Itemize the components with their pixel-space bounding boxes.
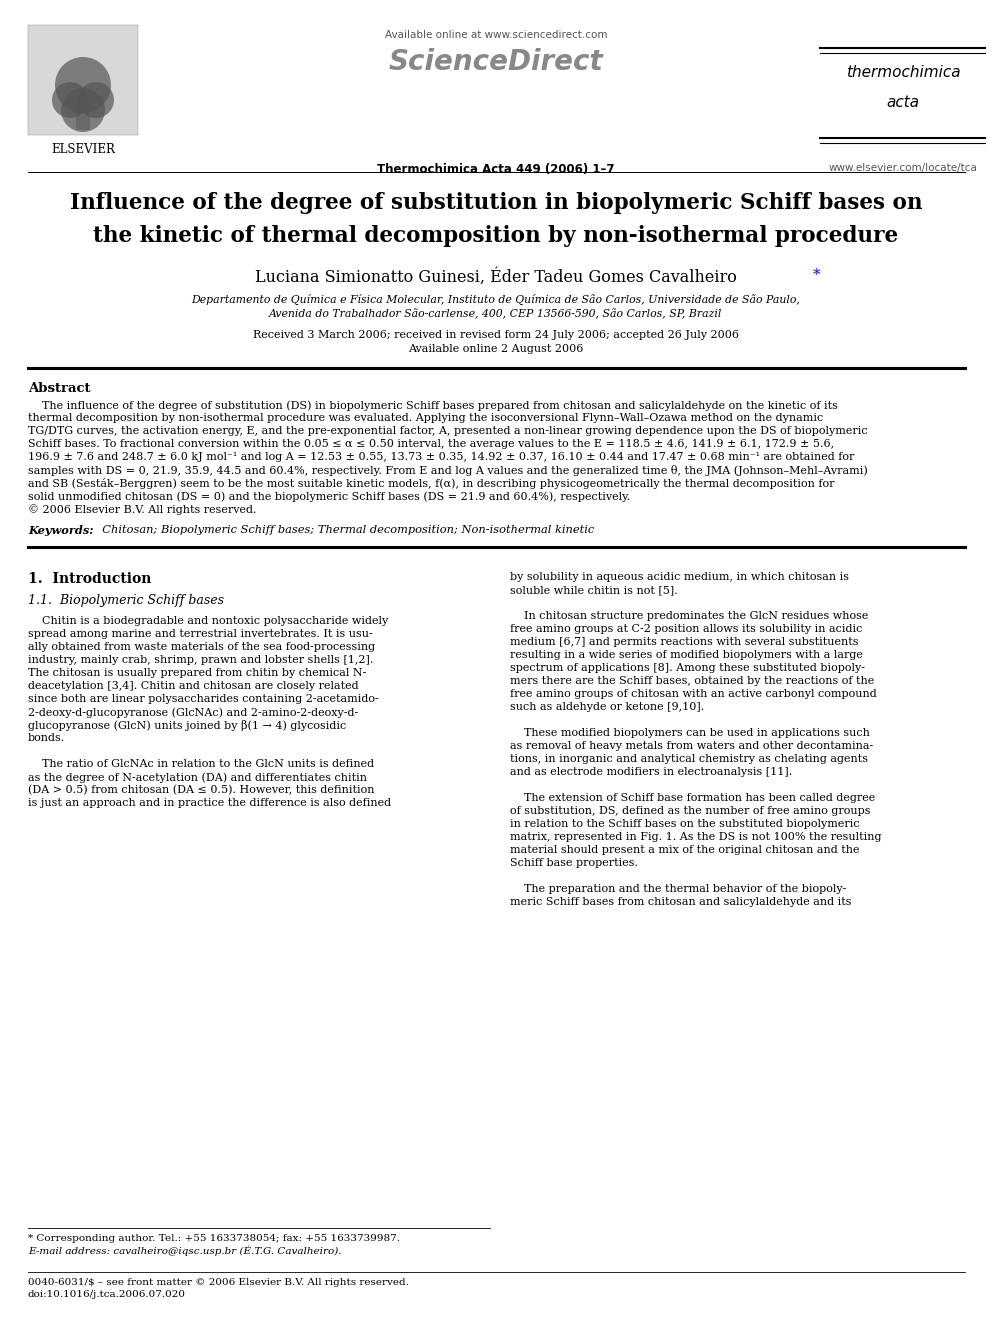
Circle shape (52, 82, 88, 118)
Text: acta: acta (887, 95, 920, 110)
Text: doi:10.1016/j.tca.2006.07.020: doi:10.1016/j.tca.2006.07.020 (28, 1290, 186, 1299)
Text: © 2006 Elsevier B.V. All rights reserved.: © 2006 Elsevier B.V. All rights reserved… (28, 504, 257, 515)
Text: 1.  Introduction: 1. Introduction (28, 572, 152, 586)
Text: free amino groups of chitosan with an active carbonyl compound: free amino groups of chitosan with an ac… (510, 689, 877, 699)
Text: 196.9 ± 7.6 and 248.7 ± 6.0 kJ mol⁻¹ and log A = 12.53 ± 0.55, 13.73 ± 0.35, 14.: 196.9 ± 7.6 and 248.7 ± 6.0 kJ mol⁻¹ and… (28, 452, 854, 462)
Text: Received 3 March 2006; received in revised form 24 July 2006; accepted 26 July 2: Received 3 March 2006; received in revis… (253, 329, 739, 340)
Text: Schiff base properties.: Schiff base properties. (510, 859, 638, 868)
Text: Influence of the degree of substitution in biopolymeric Schiff bases on: Influence of the degree of substitution … (69, 192, 923, 214)
Bar (76, 105, 90, 130)
Text: material should present a mix of the original chitosan and the: material should present a mix of the ori… (510, 845, 859, 855)
Text: Abstract: Abstract (28, 382, 90, 396)
Text: Departamento de Química e Física Molecular, Instituto de Química de São Carlos, : Departamento de Química e Física Molecul… (191, 294, 801, 306)
Text: mers there are the Schiff bases, obtained by the reactions of the: mers there are the Schiff bases, obtaine… (510, 676, 874, 687)
Text: www.elsevier.com/locate/tca: www.elsevier.com/locate/tca (828, 163, 977, 173)
Text: and as electrode modifiers in electroanalysis [11].: and as electrode modifiers in electroana… (510, 767, 793, 777)
Circle shape (78, 82, 114, 118)
Text: since both are linear polysaccharides containing 2-acetamido-: since both are linear polysaccharides co… (28, 695, 379, 704)
Text: Keywords:: Keywords: (28, 525, 93, 536)
Text: glucopyranose (GlcN) units joined by β(1 → 4) glycosidic: glucopyranose (GlcN) units joined by β(1… (28, 720, 346, 732)
Text: by solubility in aqueous acidic medium, in which chitosan is: by solubility in aqueous acidic medium, … (510, 572, 849, 582)
Text: *: * (813, 269, 820, 282)
Text: samples with DS = 0, 21.9, 35.9, 44.5 and 60.4%, respectively. From E and log A : samples with DS = 0, 21.9, 35.9, 44.5 an… (28, 464, 868, 476)
Text: and SB (Sesták–Berggren) seem to be the most suitable kinetic models, f(α), in d: and SB (Sesták–Berggren) seem to be the … (28, 478, 834, 490)
Circle shape (55, 57, 111, 112)
Text: ally obtained from waste materials of the sea food-processing: ally obtained from waste materials of th… (28, 642, 375, 652)
Text: The influence of the degree of substitution (DS) in biopolymeric Schiff bases pr: The influence of the degree of substitut… (28, 400, 838, 410)
Text: Avenida do Trabalhador São-carlense, 400, CEP 13566-590, São Carlos, SP, Brazil: Avenida do Trabalhador São-carlense, 400… (269, 310, 723, 320)
Text: 2-deoxy-d-glucopyranose (GlcNAc) and 2-amino-2-deoxy-d-: 2-deoxy-d-glucopyranose (GlcNAc) and 2-a… (28, 706, 358, 717)
Text: TG/DTG curves, the activation energy, E, and the pre-exponential factor, A, pres: TG/DTG curves, the activation energy, E,… (28, 426, 868, 437)
Text: as the degree of N-acetylation (DA) and differentiates chitin: as the degree of N-acetylation (DA) and … (28, 773, 367, 783)
Text: spread among marine and terrestrial invertebrates. It is usu-: spread among marine and terrestrial inve… (28, 628, 373, 639)
Text: such as aldehyde or ketone [9,10].: such as aldehyde or ketone [9,10]. (510, 703, 704, 712)
Text: ScienceDirect: ScienceDirect (389, 48, 603, 75)
Text: medium [6,7] and permits reactions with several substituents: medium [6,7] and permits reactions with … (510, 636, 858, 647)
Bar (28, 25, 138, 135)
Text: tions, in inorganic and analytical chemistry as chelating agents: tions, in inorganic and analytical chemi… (510, 754, 868, 763)
Text: * Corresponding author. Tel.: +55 1633738054; fax: +55 1633739987.: * Corresponding author. Tel.: +55 163373… (28, 1234, 400, 1244)
Text: 1.1.  Biopolymeric Schiff bases: 1.1. Biopolymeric Schiff bases (28, 594, 224, 607)
Text: Schiff bases. To fractional conversion within the 0.05 ≤ α ≤ 0.50 interval, the : Schiff bases. To fractional conversion w… (28, 439, 834, 448)
Text: soluble while chitin is not [5].: soluble while chitin is not [5]. (510, 585, 678, 595)
Text: The preparation and the thermal behavior of the biopoly-: The preparation and the thermal behavior… (510, 884, 846, 894)
Text: Chitosan; Biopolymeric Schiff bases; Thermal decomposition; Non-isothermal kinet: Chitosan; Biopolymeric Schiff bases; The… (95, 525, 594, 534)
Text: free amino groups at C-2 position allows its solubility in acidic: free amino groups at C-2 position allows… (510, 624, 862, 634)
Text: matrix, represented in Fig. 1. As the DS is not 100% the resulting: matrix, represented in Fig. 1. As the DS… (510, 832, 882, 841)
Text: The extension of Schiff base formation has been called degree: The extension of Schiff base formation h… (510, 792, 875, 803)
Text: resulting in a wide series of modified biopolymers with a large: resulting in a wide series of modified b… (510, 650, 863, 660)
Text: E-mail address: cavalheiro@iqsc.usp.br (É.T.G. Cavalheiro).: E-mail address: cavalheiro@iqsc.usp.br (… (28, 1246, 341, 1257)
Text: bonds.: bonds. (28, 733, 65, 744)
Text: Chitin is a biodegradable and nontoxic polysaccharide widely: Chitin is a biodegradable and nontoxic p… (28, 617, 388, 626)
Text: thermal decomposition by non-isothermal procedure was evaluated. Applying the is: thermal decomposition by non-isothermal … (28, 413, 823, 423)
Text: These modified biopolymers can be used in applications such: These modified biopolymers can be used i… (510, 728, 870, 738)
Text: in relation to the Schiff bases on the substituted biopolymeric: in relation to the Schiff bases on the s… (510, 819, 860, 830)
Text: The ratio of GlcNAc in relation to the GlcN units is defined: The ratio of GlcNAc in relation to the G… (28, 759, 374, 769)
Circle shape (61, 89, 105, 132)
Text: ELSEVIER: ELSEVIER (51, 143, 115, 156)
Text: Luciana Simionatto Guinesi, Éder Tadeu Gomes Cavalheiro: Luciana Simionatto Guinesi, Éder Tadeu G… (255, 269, 737, 286)
Text: the kinetic of thermal decomposition by non-isothermal procedure: the kinetic of thermal decomposition by … (93, 225, 899, 247)
Text: meric Schiff bases from chitosan and salicylaldehyde and its: meric Schiff bases from chitosan and sal… (510, 897, 851, 908)
Text: industry, mainly crab, shrimp, prawn and lobster shells [1,2].: industry, mainly crab, shrimp, prawn and… (28, 655, 373, 665)
Text: is just an approach and in practice the difference is also defined: is just an approach and in practice the … (28, 798, 391, 808)
Text: (DA > 0.5) from chitosan (DA ≤ 0.5). However, this definition: (DA > 0.5) from chitosan (DA ≤ 0.5). How… (28, 785, 375, 795)
Text: Thermochimica Acta 449 (2006) 1–7: Thermochimica Acta 449 (2006) 1–7 (377, 163, 615, 176)
Text: deacetylation [3,4]. Chitin and chitosan are closely related: deacetylation [3,4]. Chitin and chitosan… (28, 681, 359, 691)
Text: spectrum of applications [8]. Among these substituted biopoly-: spectrum of applications [8]. Among thes… (510, 663, 865, 673)
Text: solid unmodified chitosan (DS = 0) and the biopolymeric Schiff bases (DS = 21.9 : solid unmodified chitosan (DS = 0) and t… (28, 491, 630, 501)
Text: The chitosan is usually prepared from chitin by chemical N-: The chitosan is usually prepared from ch… (28, 668, 366, 677)
Text: In chitosan structure predominates the GlcN residues whose: In chitosan structure predominates the G… (510, 611, 868, 620)
Text: as removal of heavy metals from waters and other decontamina-: as removal of heavy metals from waters a… (510, 741, 873, 751)
Text: Available online at www.sciencedirect.com: Available online at www.sciencedirect.co… (385, 30, 607, 40)
Text: thermochimica: thermochimica (846, 65, 960, 79)
Text: of substitution, DS, defined as the number of free amino groups: of substitution, DS, defined as the numb… (510, 806, 871, 816)
Text: Available online 2 August 2006: Available online 2 August 2006 (409, 344, 583, 355)
Text: 0040-6031/$ – see front matter © 2006 Elsevier B.V. All rights reserved.: 0040-6031/$ – see front matter © 2006 El… (28, 1278, 409, 1287)
